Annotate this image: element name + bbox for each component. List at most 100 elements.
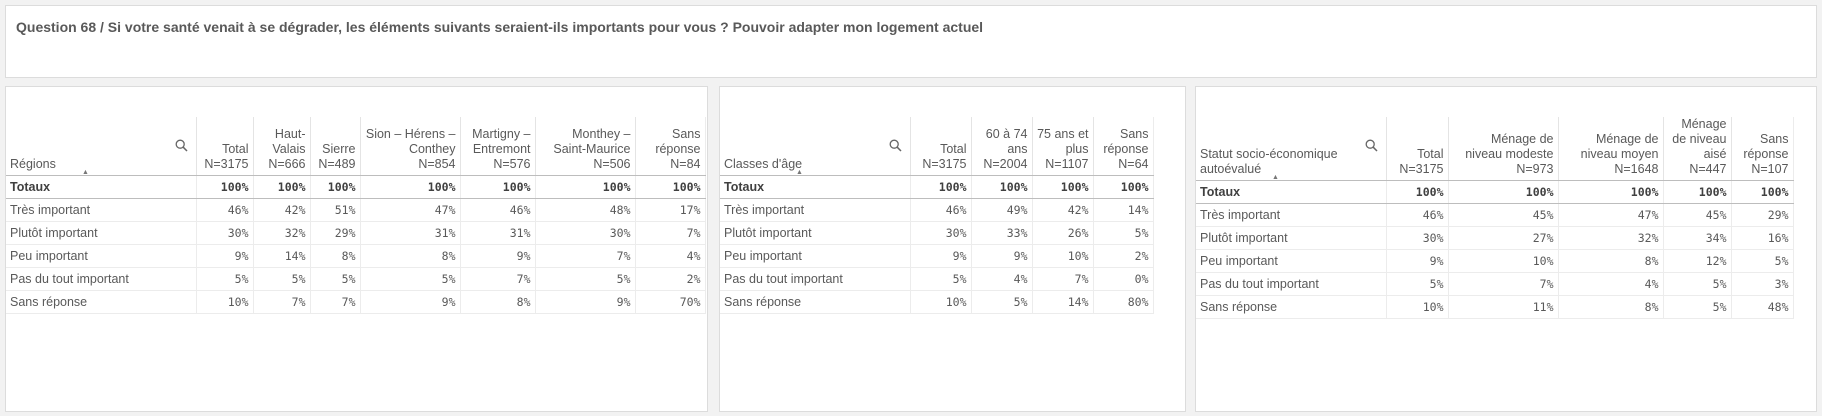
- table-cell: 14%: [1032, 290, 1094, 314]
- row-label[interactable]: Totaux: [6, 175, 197, 199]
- table-cell: 5%: [310, 267, 361, 291]
- column-header[interactable]: Martigny – Entremont N=576: [460, 117, 536, 176]
- row-label[interactable]: Peu important: [720, 244, 911, 268]
- table-cell: 5%: [1663, 295, 1732, 319]
- table-row: Pas du tout important 5% 7% 4% 5% 3%: [1196, 272, 1794, 296]
- table-row: Peu important 9% 9% 10% 2%: [720, 244, 1154, 268]
- column-header[interactable]: 60 à 74 ans N=2004: [971, 117, 1033, 176]
- table-cell: 42%: [1032, 198, 1094, 222]
- column-header-count: N=489: [318, 156, 356, 171]
- column-header[interactable]: Haut-Valais N=666: [253, 117, 311, 176]
- table-cell: 8%: [310, 244, 361, 268]
- table-cell: 100%: [460, 175, 536, 199]
- search-icon[interactable]: [889, 139, 902, 155]
- table-cell: 8%: [1558, 249, 1664, 273]
- column-header-label: 60 à 74 ans: [985, 126, 1028, 156]
- column-header[interactable]: Monthey – Saint-Maurice N=506: [535, 117, 636, 176]
- dimension-header[interactable]: Classes d'âge ▲: [720, 117, 911, 176]
- sort-ascending-icon[interactable]: ▲: [82, 168, 89, 175]
- table-cell: 100%: [1386, 180, 1449, 204]
- table-cell: 7%: [460, 267, 536, 291]
- column-header-label: Monthey – Saint-Maurice: [553, 126, 631, 156]
- column-header[interactable]: Ménage de niveau moyen N=1648: [1558, 117, 1664, 181]
- table-cell: 4%: [1558, 272, 1664, 296]
- table-cell: 9%: [360, 290, 461, 314]
- table-row: Plutôt important 30% 32% 29% 31% 31% 30% 7%: [6, 221, 706, 245]
- row-label[interactable]: Pas du tout important: [1196, 272, 1387, 296]
- row-label[interactable]: Totaux: [720, 175, 911, 199]
- row-label[interactable]: Plutôt important: [1196, 226, 1387, 250]
- column-header[interactable]: Sans réponse N=84: [635, 117, 706, 176]
- table-cell: 49%: [971, 198, 1033, 222]
- row-label[interactable]: Sans réponse: [720, 290, 911, 314]
- table-row: Plutôt important 30% 33% 26% 5%: [720, 221, 1154, 245]
- dimension-label: Régions: [10, 156, 56, 171]
- table-cell: 80%: [1093, 290, 1154, 314]
- column-header[interactable]: Sans réponse N=107: [1731, 117, 1794, 181]
- row-label[interactable]: Peu important: [6, 244, 197, 268]
- table-cell: 7%: [253, 290, 311, 314]
- table-row: Très important 46% 42% 51% 47% 46% 48% 17%: [6, 198, 706, 222]
- row-label[interactable]: Très important: [1196, 203, 1387, 227]
- totals-row: Totaux 100% 100% 100% 100% 100%: [1196, 180, 1794, 204]
- dimension-label: Classes d'âge: [724, 156, 803, 171]
- table-cell: 100%: [971, 175, 1033, 199]
- row-label[interactable]: Totaux: [1196, 180, 1387, 204]
- search-icon[interactable]: [1365, 139, 1378, 155]
- row-label[interactable]: Peu important: [1196, 249, 1387, 273]
- row-label[interactable]: Très important: [6, 198, 197, 222]
- table-cell: 100%: [1093, 175, 1154, 199]
- row-label[interactable]: Sans réponse: [6, 290, 197, 314]
- table-cell: 7%: [535, 244, 636, 268]
- table-cell: 9%: [910, 244, 972, 268]
- table-cell: 31%: [460, 221, 536, 245]
- column-header[interactable]: Ménage de niveau aisé N=447: [1663, 117, 1732, 181]
- row-label[interactable]: Pas du tout important: [720, 267, 911, 291]
- table-cell: 5%: [1386, 272, 1449, 296]
- column-header[interactable]: Sans réponse N=64: [1093, 117, 1154, 176]
- column-header[interactable]: 75 ans et plus N=1107: [1032, 117, 1094, 176]
- table-cell: 34%: [1663, 226, 1732, 250]
- table-cell: 5%: [535, 267, 636, 291]
- column-header-count: N=447: [1689, 162, 1727, 176]
- column-header-count: N=3175: [204, 156, 249, 171]
- table-cell: 30%: [910, 221, 972, 245]
- row-label[interactable]: Plutôt important: [720, 221, 911, 245]
- dimension-header[interactable]: Régions ▲: [6, 117, 197, 176]
- table-row: Peu important 9% 10% 8% 12% 5%: [1196, 249, 1794, 273]
- column-header[interactable]: Ménage de niveau modeste N=973: [1448, 117, 1559, 181]
- table-cell: 7%: [310, 290, 361, 314]
- column-header-label: Ménage de niveau aisé: [1672, 117, 1727, 161]
- row-label[interactable]: Pas du tout important: [6, 267, 197, 291]
- column-header-count: N=506: [593, 156, 631, 171]
- table-row: Pas du tout important 5% 5% 5% 5% 7% 5% 2%: [6, 267, 706, 291]
- dimension-header[interactable]: Statut socio-économique autoévalué ▲: [1196, 117, 1387, 181]
- table-cell: 5%: [196, 267, 254, 291]
- pivot-table-age: Classes d'âge ▲ Total N=3175 60 à 74 ans N=20…: [720, 117, 1154, 314]
- column-header-label: Haut-Valais: [272, 126, 306, 156]
- row-label[interactable]: Très important: [720, 198, 911, 222]
- column-header[interactable]: Sierre N=489: [310, 117, 361, 176]
- sort-ascending-icon[interactable]: ▲: [796, 168, 803, 175]
- sort-ascending-icon[interactable]: ▲: [1272, 174, 1279, 181]
- row-label[interactable]: Plutôt important: [6, 221, 197, 245]
- table-row: Peu important 9% 14% 8% 8% 9% 7% 4%: [6, 244, 706, 268]
- column-header-label: Sierre: [322, 141, 356, 156]
- table-cell: 30%: [1386, 226, 1449, 250]
- table-row: Très important 46% 45% 47% 45% 29%: [1196, 203, 1794, 227]
- question-title: Question 68 / Si votre santé venait à se…: [16, 19, 984, 35]
- column-header[interactable]: Total N=3175: [196, 117, 254, 176]
- column-header-label: Total: [940, 141, 967, 156]
- table-cell: 10%: [1448, 249, 1559, 273]
- search-icon[interactable]: [175, 139, 188, 155]
- question-title-panel: Question 68 / Si votre santé venait à se…: [5, 5, 1817, 78]
- column-header[interactable]: Total N=3175: [910, 117, 972, 176]
- column-header[interactable]: Sion – Hérens – Conthey N=854: [360, 117, 461, 176]
- table-cell: 9%: [971, 244, 1033, 268]
- column-header[interactable]: Total N=3175: [1386, 117, 1449, 181]
- row-label[interactable]: Sans réponse: [1196, 295, 1387, 319]
- table-row: Plutôt important 30% 27% 32% 34% 16%: [1196, 226, 1794, 250]
- table-panel-status: Statut socio-économique autoévalué ▲ Total…: [1195, 86, 1817, 412]
- table-cell: 5%: [253, 267, 311, 291]
- table-cell: 0%: [1093, 267, 1154, 291]
